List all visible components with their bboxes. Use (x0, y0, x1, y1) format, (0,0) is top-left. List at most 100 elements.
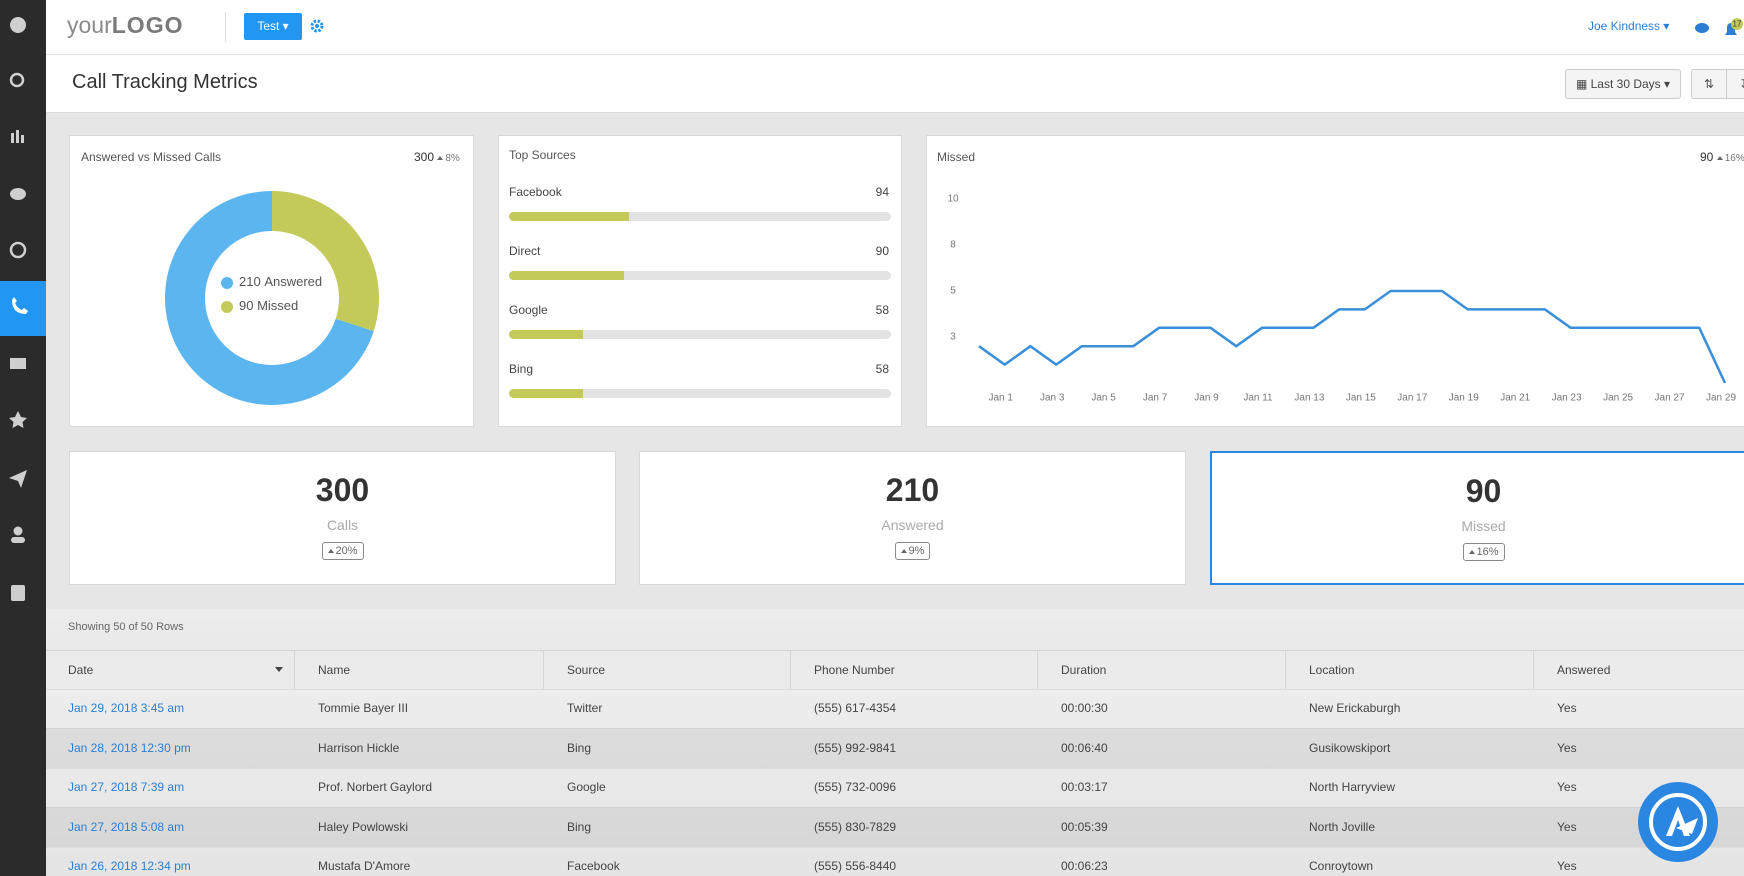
user-menu[interactable]: Joe Kindness ▾ (1588, 19, 1670, 33)
legend-entry: 90 Missed (239, 298, 298, 313)
logo[interactable]: yourLOGO (67, 12, 183, 39)
send-icon[interactable] (9, 470, 27, 488)
x-tick-label: Jan 25 (1603, 393, 1633, 404)
table-summary: Showing 50 of 50 Rows (68, 621, 184, 633)
card-title: Answered vs Missed Calls (81, 150, 222, 164)
sidebar-icons (0, 17, 46, 601)
divider (225, 12, 226, 42)
y-tick-label: 8 (950, 240, 956, 251)
kpi-card-selected[interactable]: 90 Missed 16% (1210, 451, 1744, 585)
column-separator (1285, 650, 1286, 689)
header-icons: 17 (1695, 18, 1743, 35)
missed-card: Missed 90 16% 3 5 8 10 Jan 1 Jan 3 Jan 5 Jan 7 J… (926, 135, 1744, 427)
kpi-card[interactable]: 210 Answered 9% (639, 451, 1186, 585)
table-header-row (46, 650, 1744, 690)
table-cell: Prof. Norbert Gaylord (318, 780, 433, 794)
sidebar (0, 0, 46, 876)
kpi-change-text: 9% (908, 545, 925, 557)
workspace-label: Test (257, 19, 280, 33)
source-bar (509, 212, 629, 221)
source-name: Facebook (509, 185, 562, 199)
legend-swatch (221, 277, 233, 289)
x-tick-label: Jan 29 (1706, 393, 1736, 404)
filter-button[interactable]: ⇅ (1691, 69, 1727, 99)
top-header: yourLOGO Test ▾ Joe Kindness ▾ 17 (46, 0, 1744, 55)
date-range-button[interactable]: ▦ Last 30 Days ▾ (1565, 69, 1681, 99)
search-icon[interactable] (9, 72, 25, 88)
x-tick-label: Jan 27 (1655, 393, 1685, 404)
help-bubble[interactable] (1636, 780, 1720, 864)
chat-icon[interactable] (10, 188, 26, 200)
x-tick-label: Jan 15 (1346, 393, 1376, 404)
x-tick-label: Jan 23 (1552, 393, 1582, 404)
mail-icon[interactable] (10, 358, 26, 369)
donut-segment (272, 191, 379, 332)
table-cell: Mustafa D'Amore (318, 859, 411, 873)
dashboard-icon[interactable] (10, 17, 26, 33)
title-bar: Call Tracking Metrics ▦ Last 30 Days ▾ ⇅… (46, 55, 1744, 113)
export-button[interactable]: ↧ (1726, 69, 1744, 99)
x-tick-label: Jan 1 (988, 393, 1013, 404)
target-icon[interactable] (9, 241, 27, 259)
y-tick-label: 5 (950, 286, 956, 297)
column-header: Name (318, 663, 351, 677)
card-title: Top Sources (509, 148, 576, 162)
y-tick-label: 3 (950, 332, 956, 343)
source-bar (509, 330, 583, 339)
kpi-change-text: 20% (335, 545, 358, 557)
kpi-card[interactable]: 300 Calls 20% (69, 451, 616, 585)
column-separator (294, 650, 295, 689)
calls-nav-active[interactable] (0, 281, 46, 336)
change: 8% (445, 153, 460, 164)
table-cell: Conroytown (1309, 859, 1374, 873)
legend-value: 90 (239, 298, 253, 313)
x-tick-label: Jan 3 (1040, 393, 1065, 404)
date-link[interactable]: Jan 26, 2018 12:34 pm (68, 859, 191, 873)
date-link[interactable]: Jan 29, 2018 3:45 am (68, 701, 185, 715)
clipboard-icon[interactable] (11, 585, 25, 601)
table-cell: Bing (567, 819, 592, 834)
table-cell: Gusikowskiport (1309, 740, 1391, 755)
table-cell: (555) 732-0096 (814, 780, 897, 794)
source-bar (509, 389, 583, 398)
table-cell: Yes (1557, 780, 1577, 794)
table-cell: (555) 617-4354 (814, 701, 897, 715)
table-cell: Tommie Bayer III (318, 701, 409, 715)
table-cell: Yes (1557, 740, 1577, 755)
messages-icon[interactable] (1695, 23, 1709, 33)
column-header: Duration (1061, 663, 1107, 677)
user-icon[interactable] (13, 526, 23, 536)
workspace-button[interactable]: Test ▾ (244, 13, 302, 40)
date-link[interactable]: Jan 28, 2018 12:30 pm (68, 740, 191, 755)
table-cell: Facebook (567, 859, 620, 873)
table-cell: Yes (1557, 819, 1577, 834)
x-tick-label: Jan 21 (1500, 393, 1530, 404)
kpi-change: 9% (894, 542, 931, 560)
total: 300 (414, 150, 435, 164)
column-separator (1037, 650, 1038, 689)
reports-icon[interactable] (11, 133, 14, 143)
table-cell: Harrison Hickle (318, 740, 400, 755)
date-link[interactable]: Jan 27, 2018 5:08 am (68, 819, 185, 834)
x-tick-label: Jan 17 (1397, 393, 1427, 404)
x-tick-label: Jan 11 (1243, 393, 1273, 404)
settings-icon[interactable] (310, 19, 324, 33)
card-total: 300 8% (414, 150, 460, 164)
logo-brand: LOGO (111, 12, 184, 38)
source-track (509, 330, 891, 339)
kpi-change-text: 16% (1476, 546, 1499, 558)
notification-badge (1731, 18, 1743, 30)
table-cell: (555) 830-7829 (814, 819, 897, 834)
date-link[interactable]: Jan 27, 2018 7:39 am (68, 780, 185, 794)
column-header: Date (68, 663, 94, 677)
table-cell: (555) 556-8440 (814, 859, 897, 873)
x-tick-label: Jan 13 (1294, 393, 1324, 404)
source-track (509, 389, 891, 398)
star-icon[interactable] (9, 411, 27, 428)
date-range-label: Last 30 Days (1590, 77, 1661, 91)
top-sources-card: Top Sources Facebook 94 Direct 90 Google 58 Bi… (498, 135, 902, 427)
calls-table: Showing 50 of 50 Rows Date Name Source Phon… (46, 609, 1744, 876)
column-header: Source (567, 663, 606, 677)
kpi-change: 20% (321, 542, 364, 560)
